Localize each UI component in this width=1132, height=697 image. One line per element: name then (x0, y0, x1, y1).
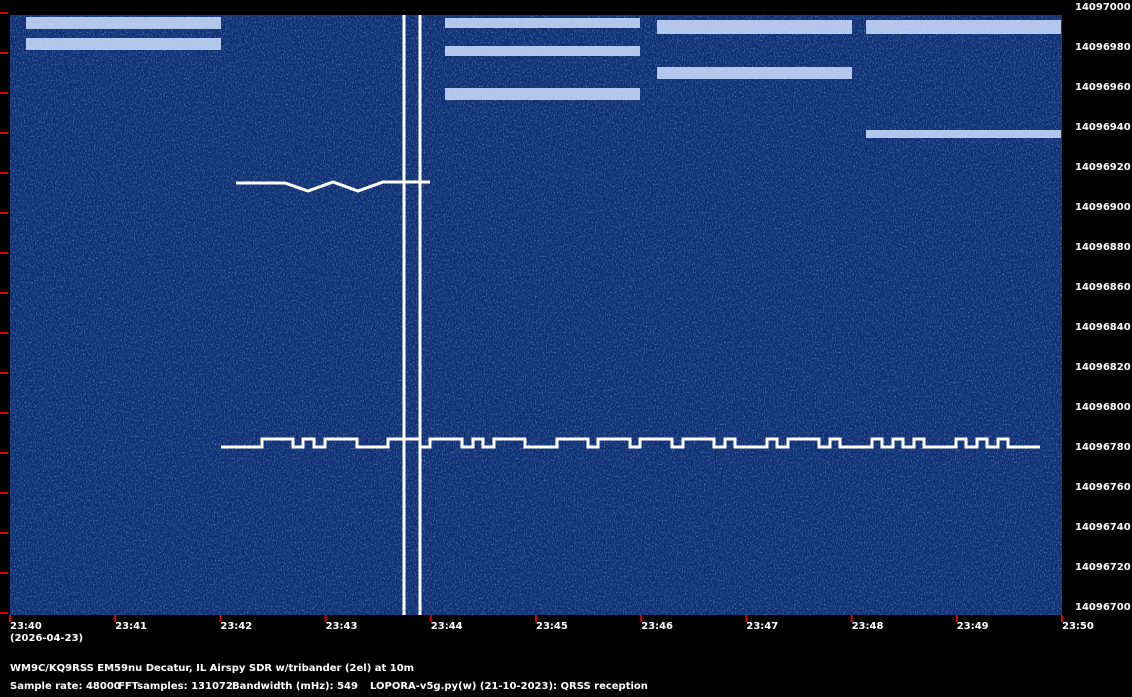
station-info: WM9C/KQ9RSS EM59nu Decatur, IL Airspy SD… (10, 663, 414, 674)
bandwidth: Bandwidth (mHz): 549 (232, 681, 358, 692)
x-tick-label: 23:44 (431, 621, 463, 632)
y-tick-label: 14096840 (1075, 322, 1131, 333)
y-tick-label: 14096780 (1075, 442, 1131, 453)
y-tick-label: 14096800 (1075, 402, 1131, 413)
sample-rate: Sample rate: 48000 (10, 681, 121, 692)
x-tick-label: 23:48 (852, 621, 884, 632)
y-tick-label: 14096820 (1075, 362, 1131, 373)
x-tick-label: 23:42 (220, 621, 252, 632)
y-tick-label: 14096860 (1075, 282, 1131, 293)
software: LOPORA-v5g.py(w) (21-10-2023): QRSS rece… (370, 681, 648, 692)
x-tick-label: 23:49 (957, 621, 989, 632)
x-tick-label: 23:40 (10, 621, 42, 632)
y-tick-label: 14096980 (1075, 42, 1131, 53)
x-tick-label: 23:41 (115, 621, 147, 632)
y-tick-label: 14096960 (1075, 82, 1131, 93)
fft-samples: FFTsamples: 131072 (118, 681, 233, 692)
x-tick-label: 23:46 (641, 621, 673, 632)
y-tick-label: 14096740 (1075, 522, 1131, 533)
y-tick-label: 14096940 (1075, 122, 1131, 133)
y-tick-label: 14096880 (1075, 242, 1131, 253)
y-tick-label: 14096700 (1075, 602, 1131, 613)
noise (10, 15, 1062, 615)
signals (26, 15, 1061, 615)
y-tick-label: 14096720 (1075, 562, 1131, 573)
y-tick-label: 14097000 (1075, 2, 1131, 13)
x-tick-label: 23:45 (536, 621, 568, 632)
x-tick-label: 23:47 (746, 621, 778, 632)
y-tick-label: 14096900 (1075, 202, 1131, 213)
x-tick-label: 23:50 (1062, 621, 1094, 632)
date-label: (2026-04-23) (10, 633, 83, 644)
y-tick-label: 14096920 (1075, 162, 1131, 173)
x-tick-label: 23:43 (326, 621, 358, 632)
y-tick-label: 14096760 (1075, 482, 1131, 493)
